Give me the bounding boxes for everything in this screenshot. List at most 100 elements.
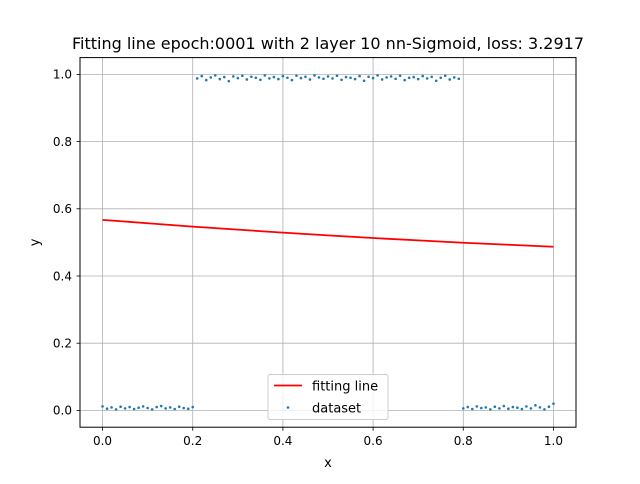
dataset-point <box>349 76 352 80</box>
dataset-point <box>371 76 375 80</box>
dataset-point <box>209 76 213 79</box>
dataset-point <box>137 406 140 410</box>
dataset-point <box>250 75 253 79</box>
dataset-point <box>398 74 402 78</box>
dataset-point <box>232 75 235 78</box>
dataset-point <box>164 407 167 410</box>
dataset-point <box>304 75 307 79</box>
dataset-point <box>448 78 452 81</box>
dataset-point <box>376 74 379 77</box>
dataset-point <box>227 79 231 83</box>
dataset-point <box>317 76 321 79</box>
dataset-point <box>277 77 280 81</box>
dataset-point <box>173 407 176 411</box>
dataset-point <box>218 77 222 81</box>
dataset-point <box>403 78 406 82</box>
fitting-line <box>102 218 554 248</box>
dataset-point <box>498 407 501 410</box>
dataset-point <box>263 74 267 77</box>
dataset-point <box>159 404 163 408</box>
dataset-point <box>543 408 546 411</box>
legend-label-fitting-line: fitting line <box>312 380 378 395</box>
dataset-point <box>434 79 438 83</box>
dataset-point <box>101 405 104 408</box>
dataset-point <box>389 75 393 78</box>
dataset-point <box>259 78 262 82</box>
dataset-point <box>168 406 172 409</box>
dataset-point <box>344 75 348 79</box>
x-axis-label: x <box>324 456 332 471</box>
dataset-point <box>425 77 429 80</box>
dataset-point <box>155 405 158 409</box>
dataset-point <box>358 74 361 78</box>
x-tick-label: 0.2 <box>183 434 202 448</box>
dataset-point <box>236 76 240 80</box>
dataset-point <box>141 405 145 408</box>
dataset-point <box>245 78 249 81</box>
dataset-point <box>195 77 199 80</box>
dataset-point <box>105 407 109 411</box>
y-tick-label: 0.8 <box>53 135 72 149</box>
dataset-point <box>254 76 258 80</box>
dataset-point <box>475 405 479 408</box>
dataset-point <box>335 74 339 78</box>
x-tick-label: 0.4 <box>273 434 292 448</box>
y-tick-label: 0.4 <box>53 269 72 283</box>
dataset-point <box>470 407 474 411</box>
dataset-point <box>552 402 555 405</box>
dataset-point <box>511 405 515 409</box>
plot-series <box>101 74 555 411</box>
x-tick-label: 0.8 <box>454 434 473 448</box>
dataset-point <box>186 407 190 411</box>
dataset-point <box>110 406 113 409</box>
dataset-point <box>443 74 447 78</box>
dataset-point <box>281 74 285 78</box>
dataset-point <box>286 76 289 80</box>
dataset-point <box>507 407 510 411</box>
dataset-point <box>466 405 470 409</box>
axis-ticks: 0.0 0.2 0.4 0.6 0.8 1.0 0.0 0.2 0.4 0.6 0.8 1.0 <box>53 68 563 449</box>
dataset-point <box>547 405 551 409</box>
y-tick-label: 0.2 <box>53 337 72 351</box>
dataset-point <box>538 406 542 409</box>
dataset-point <box>222 75 226 79</box>
dataset-point <box>204 78 208 82</box>
plot-frame <box>79 57 577 428</box>
dataset-point <box>340 78 343 82</box>
dataset-point <box>353 77 357 81</box>
dataset-point <box>182 406 186 410</box>
dataset-point <box>150 408 154 411</box>
dataset-point <box>461 407 465 410</box>
dataset-point <box>272 75 276 79</box>
chart-legend: fitting line dataset <box>267 374 389 420</box>
y-tick-label: 0.6 <box>53 202 72 216</box>
dataset-point <box>452 76 456 79</box>
x-tick-label: 0.0 <box>93 434 112 448</box>
y-axis-label: y <box>28 238 43 246</box>
dataset-point <box>489 408 492 411</box>
dataset-point <box>516 406 519 410</box>
dataset-point <box>380 78 384 81</box>
dataset-point <box>299 76 303 80</box>
dataset-point <box>534 404 537 407</box>
dataset-point <box>268 77 271 80</box>
dataset-point <box>502 404 506 408</box>
dataset-point <box>520 407 524 411</box>
dataset-point <box>412 75 415 79</box>
x-tick-label: 1.0 <box>544 434 563 448</box>
dataset-point <box>367 75 370 79</box>
dataset-point <box>322 77 325 81</box>
dataset-point <box>529 407 533 410</box>
dataset-point <box>525 405 528 408</box>
dataset-point <box>331 77 334 80</box>
dataset-point <box>114 408 118 411</box>
y-tick-label: 0.0 <box>53 404 72 418</box>
dataset-point <box>191 405 195 409</box>
dataset-point <box>146 406 149 410</box>
dataset-point <box>200 74 204 78</box>
dataset-point <box>394 77 397 81</box>
dataset-point <box>385 76 388 79</box>
dataset-point <box>313 74 316 77</box>
